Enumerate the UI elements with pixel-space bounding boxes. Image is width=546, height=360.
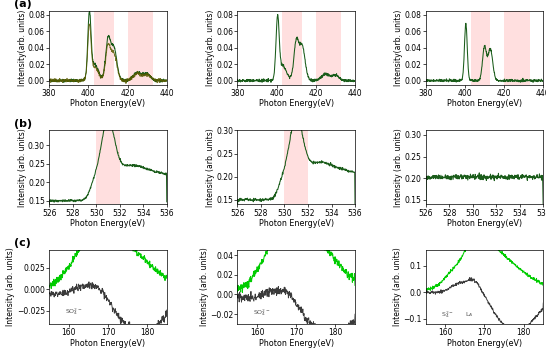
Text: SO$_4^{2-}$: SO$_4^{2-}$ (253, 307, 271, 318)
Bar (94, 11, 114, 85)
Text: (b): (b) (14, 119, 32, 129)
Text: (c): (c) (14, 238, 31, 248)
Bar (96, 130, 120, 204)
X-axis label: Photon Energy(eV): Photon Energy(eV) (447, 219, 522, 228)
Bar (282, 11, 302, 85)
X-axis label: Photon Energy(eV): Photon Energy(eV) (70, 99, 146, 108)
Bar (128, 11, 153, 85)
Bar (471, 11, 490, 85)
Y-axis label: Intensity (arb. units): Intensity (arb. units) (17, 128, 27, 207)
Y-axis label: Intensity(arb. units): Intensity(arb. units) (206, 10, 215, 86)
Y-axis label: Intensity (arb. units): Intensity (arb. units) (7, 248, 15, 327)
Bar (504, 11, 530, 85)
X-axis label: Photon Energy(eV): Photon Energy(eV) (447, 99, 522, 108)
Y-axis label: Intensity(arb. units): Intensity(arb. units) (394, 10, 403, 86)
X-axis label: Photon Energy(eV): Photon Energy(eV) (259, 219, 334, 228)
Y-axis label: Intensity (arb. units): Intensity (arb. units) (206, 128, 215, 207)
X-axis label: Photon Energy(eV): Photon Energy(eV) (447, 338, 522, 347)
Text: SO$_4^{2-}$: SO$_4^{2-}$ (65, 306, 82, 317)
X-axis label: Photon Energy(eV): Photon Energy(eV) (259, 99, 334, 108)
Y-axis label: Intensity (arb. units): Intensity (arb. units) (393, 248, 402, 327)
Bar (284, 130, 308, 204)
X-axis label: Photon Energy(eV): Photon Energy(eV) (70, 338, 146, 347)
X-axis label: Photon Energy(eV): Photon Energy(eV) (70, 219, 146, 228)
Bar (316, 11, 341, 85)
X-axis label: Photon Energy(eV): Photon Energy(eV) (259, 338, 334, 347)
Text: S$_4^{2-}$: S$_4^{2-}$ (441, 309, 454, 320)
Y-axis label: Intensity (arb. units): Intensity (arb. units) (200, 248, 209, 327)
Text: L$_A$: L$_A$ (465, 310, 473, 319)
Y-axis label: Intensity (arb. units): Intensity (arb. units) (394, 128, 403, 207)
Text: (a): (a) (14, 0, 32, 9)
Y-axis label: Intensity(arb. units): Intensity(arb. units) (17, 10, 27, 86)
